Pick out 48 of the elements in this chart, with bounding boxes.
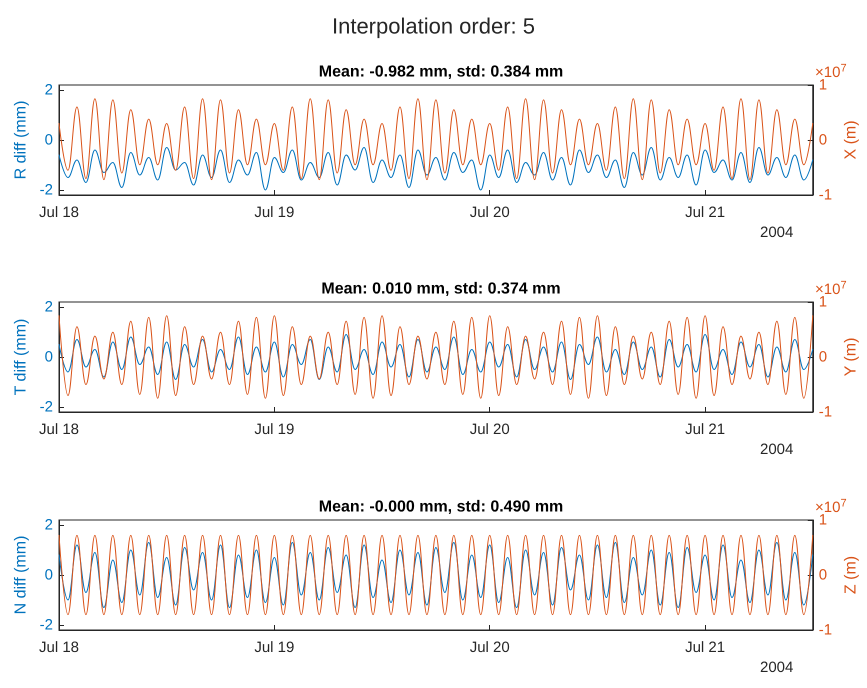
x-tick-label: Jul 20	[470, 639, 510, 656]
y2-tick-label: 0	[818, 132, 828, 148]
x-tick-label: Jul 21	[685, 204, 726, 221]
y2-tick-label: -1	[818, 404, 832, 420]
chart-subtitle: Mean: -0.982 mm, std: 0.384 mm	[318, 64, 564, 80]
x-tick-label: Jul 18	[38, 421, 80, 438]
text: 2004	[760, 659, 794, 676]
y2-tick-label: 0	[818, 566, 828, 584]
text: 2004	[760, 441, 794, 458]
y2-axis-title: X (m)	[842, 120, 860, 160]
x-tick-label: Jul 18	[38, 204, 80, 221]
y2-tick-label: 1	[818, 512, 828, 528]
y2-axis-title: Z (m)	[842, 556, 860, 594]
y2-tick-label: -1	[818, 622, 832, 638]
x-tick-label: Jul 18	[38, 639, 80, 656]
y-tick-label: 2	[44, 298, 53, 316]
chart-subtitle: Mean: -0.000 mm, std: 0.490 mm	[318, 498, 564, 516]
y-tick-label: 0	[44, 348, 53, 366]
line-series	[58, 98, 814, 180]
y-tick-label: 2	[44, 82, 53, 98]
x-tick-label: Jul 19	[254, 204, 294, 221]
line-series	[58, 315, 814, 399]
y-axis-title: N diff (mm)	[12, 536, 30, 614]
y-tick-label: 2	[44, 516, 53, 534]
y2-tick-label: -1	[818, 186, 832, 204]
x-tick-label: Jul 19	[254, 421, 294, 438]
y-tick-label: -2	[40, 182, 53, 198]
line-series	[58, 334, 814, 380]
y-tick-label: 0	[44, 132, 53, 148]
x-tick-label: Jul 19	[254, 639, 294, 656]
x-tick-label: Jul 20	[470, 204, 510, 221]
y2-tick-label: 1	[818, 76, 828, 94]
chart-title: Interpolation order: 5	[332, 14, 536, 38]
x-tick-label: Jul 21	[685, 421, 726, 438]
y-tick-label: 0	[44, 566, 53, 584]
chart-subtitle: Mean: 0.010 mm, std: 0.374 mm	[321, 280, 561, 298]
y-axis-title: T diff (mm)	[12, 318, 30, 396]
y-tick-label: -2	[40, 616, 53, 634]
y-tick-label: -2	[40, 398, 53, 416]
y-axis-title: R diff (mm)	[12, 100, 30, 180]
line-series	[58, 542, 814, 608]
x-tick-label: Jul 21	[685, 639, 726, 656]
x-tick-label: Jul 20	[470, 421, 510, 438]
line-series	[58, 147, 814, 190]
y2-tick-label: 0	[818, 348, 828, 366]
y2-tick-label: 1	[818, 294, 828, 310]
y2-axis-title: Y (m)	[842, 338, 860, 376]
text: 2004	[760, 224, 794, 241]
